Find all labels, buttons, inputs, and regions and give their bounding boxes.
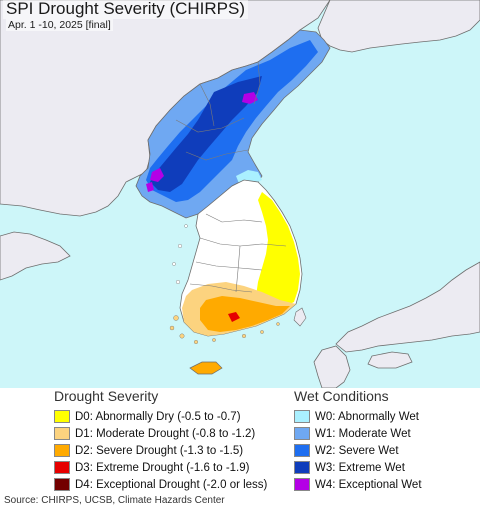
swatch-d1: [54, 427, 70, 440]
shandong-peninsula: [0, 231, 71, 281]
legend-item-w0: W0: Abnormally Wet: [294, 408, 422, 425]
admin-boundaries: [175, 61, 287, 293]
swatch-w4: [294, 478, 310, 491]
legend: Drought Severity D0: Abnormally Dry (-0.…: [0, 388, 480, 493]
wet-legend-title: Wet Conditions: [294, 388, 389, 404]
legend-label-d2: D2: Severe Drought (-1.3 to -1.5): [75, 444, 244, 457]
legend-item-d2: D2: Severe Drought (-1.3 to -1.5): [54, 442, 267, 459]
drought-legend: Drought Severity D0: Abnormally Dry (-0.…: [54, 388, 267, 493]
legend-item-d4: D4: Exceptional Drought (-2.0 or less): [54, 476, 267, 493]
map-title: SPI Drought Severity (CHIRPS): [3, 0, 249, 19]
swatch-d3: [54, 461, 70, 474]
legend-label-w2: W2: Severe Wet: [315, 444, 399, 457]
legend-label-w4: W4: Exceptional Wet: [315, 478, 422, 491]
zone-w4-west: [150, 168, 164, 182]
zone-w4-coast: [146, 182, 154, 192]
japan-kyushu: [313, 345, 351, 388]
legend-label-w0: W0: Abnormally Wet: [315, 410, 419, 423]
legend-label-d4: D4: Exceptional Drought (-2.0 or less): [75, 478, 268, 491]
jeju-island: [189, 361, 223, 375]
legend-label-w3: W3: Extreme Wet: [315, 461, 405, 474]
swatch-w2: [294, 444, 310, 457]
legend-item-w1: W1: Moderate Wet: [294, 425, 422, 442]
map: SPI Drought Severity (CHIRPS) Apr. 1 -10…: [0, 0, 480, 388]
legend-item-w3: W3: Extreme Wet: [294, 459, 422, 476]
legend-label-d3: D3: Extreme Drought (-1.6 to -1.9): [75, 461, 250, 474]
swatch-w0: [294, 410, 310, 423]
zone-w4-northeast: [242, 92, 258, 104]
zone-d0: [256, 192, 300, 308]
legend-label-d0: D0: Abnormally Dry (-0.5 to -0.7): [75, 410, 241, 423]
legend-item-d0: D0: Abnormally Dry (-0.5 to -0.7): [54, 408, 267, 425]
swatch-d4: [54, 478, 70, 491]
legend-item-w2: W2: Severe Wet: [294, 442, 422, 459]
swatch-w3: [294, 461, 310, 474]
japan-shikoku: [367, 351, 413, 369]
map-canvas: [0, 0, 480, 388]
source-credit: Source: CHIRPS, UCSB, Climate Hazards Ce…: [4, 495, 225, 506]
swatch-d0: [54, 410, 70, 423]
map-subtitle: Apr. 1 -10, 2025 [final]: [6, 19, 113, 31]
wet-legend: Wet Conditions W0: Abnormally Wet W1: Mo…: [294, 388, 422, 493]
legend-label-w1: W1: Moderate Wet: [315, 427, 411, 440]
west-coast-islands: [172, 224, 188, 285]
legend-label-d1: D1: Moderate Drought (-0.8 to -1.2): [75, 427, 256, 440]
zone-d2: [200, 296, 290, 332]
swatch-w1: [294, 427, 310, 440]
zone-d3: [228, 312, 240, 322]
legend-item-d1: D1: Moderate Drought (-0.8 to -1.2): [54, 425, 267, 442]
zone-w3: [150, 76, 262, 192]
tsushima-island: [293, 307, 307, 327]
swatch-d2: [54, 444, 70, 457]
legend-item-d3: D3: Extreme Drought (-1.6 to -1.9): [54, 459, 267, 476]
drought-legend-title: Drought Severity: [54, 388, 159, 404]
legend-item-w4: W4: Exceptional Wet: [294, 476, 422, 493]
coastal-islands: [169, 315, 280, 345]
japan-honshu: [335, 261, 480, 353]
